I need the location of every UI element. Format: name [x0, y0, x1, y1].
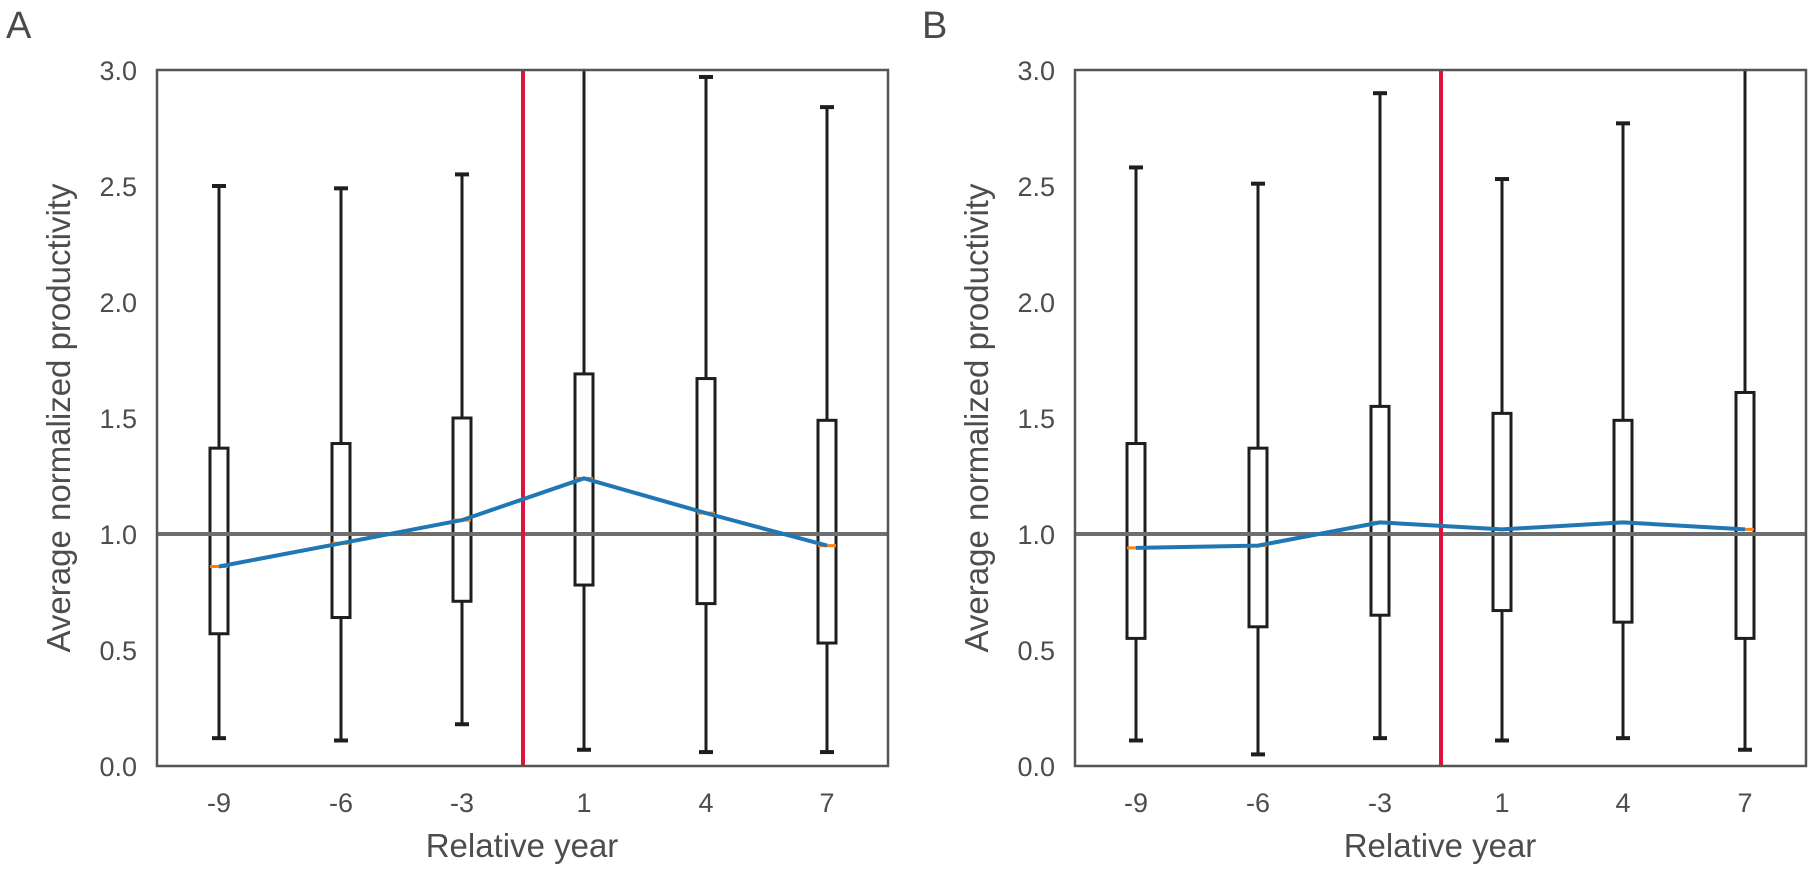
x-tick-label: 1	[1494, 788, 1509, 818]
panel-label: A	[6, 5, 32, 47]
y-tick-label: 0.0	[99, 752, 137, 782]
y-tick-label: 1.5	[1017, 404, 1055, 434]
x-tick-label: -6	[329, 788, 353, 818]
y-tick-label: 3.0	[99, 56, 137, 86]
box--3	[451, 172, 473, 727]
box-7	[816, 105, 838, 755]
box-1	[1491, 177, 1513, 743]
panel-a: A Average normalized productivity Relati…	[6, 5, 890, 864]
y-axis-title: Average normalized productivity	[958, 183, 995, 652]
y-tick-label: 2.5	[1017, 172, 1055, 202]
box-iqr	[1125, 442, 1147, 640]
x-axis-title: Relative year	[1344, 827, 1537, 864]
plot-content	[1075, 70, 1806, 766]
axes-frame	[1073, 68, 1808, 768]
panel-b: B Average normalized productivity Relati…	[922, 5, 1808, 864]
box-iqr	[816, 418, 838, 645]
y-tick-label: 2.5	[99, 172, 137, 202]
box--6	[330, 186, 352, 743]
x-tick-label: 4	[1615, 788, 1630, 818]
y-tick-label: 1.0	[99, 520, 137, 550]
box--9	[1125, 165, 1147, 743]
x-tick-label: -6	[1246, 788, 1270, 818]
box--9	[208, 184, 230, 741]
y-tick-label: 1.5	[99, 404, 137, 434]
box--3	[1369, 91, 1391, 741]
plot-area: 0.0 0.5 1.0 1.5 2.0 2.5 3.0 -9 -6 -3 1 4 7	[1017, 56, 1808, 818]
plot-content	[157, 70, 888, 766]
y-tick-label: 2.0	[99, 288, 137, 318]
median-trend-line	[1135, 520, 1746, 550]
box-iqr	[695, 377, 717, 606]
x-tick-label: 1	[576, 788, 591, 818]
panel-label: B	[922, 5, 947, 47]
y-tick-label: 0.5	[1017, 636, 1055, 666]
x-axis-title: Relative year	[426, 827, 619, 864]
y-axis-title: Average normalized productivity	[40, 183, 77, 652]
x-tick-label: -3	[450, 788, 474, 818]
box-1	[573, 70, 595, 752]
box-7	[1734, 70, 1756, 752]
y-tick-label: 2.0	[1017, 288, 1055, 318]
plot-area: 0.0 0.5 1.0 1.5 2.0 2.5 3.0 -9 -6 -3 1 4 7	[99, 56, 890, 818]
box--6	[1247, 181, 1269, 757]
x-tick-label: -9	[207, 788, 231, 818]
y-tick-label: 1.0	[1017, 520, 1055, 550]
y-tick-label: 0.5	[99, 636, 137, 666]
box-iqr	[1491, 411, 1513, 613]
box-iqr	[330, 442, 352, 620]
box-iqr	[208, 446, 230, 636]
box-iqr	[451, 416, 473, 603]
x-tick-label: 7	[819, 788, 834, 818]
box-iqr	[1734, 390, 1756, 640]
x-tick-label: 7	[1737, 788, 1752, 818]
box-4	[1612, 121, 1634, 741]
axes-frame	[155, 68, 890, 768]
box-iqr	[1247, 446, 1269, 629]
x-tick-label: -9	[1124, 788, 1148, 818]
x-tick-label: 4	[698, 788, 713, 818]
y-tick-label: 0.0	[1017, 752, 1055, 782]
box-4	[695, 74, 717, 755]
median-trend-line	[218, 476, 828, 569]
box-iqr	[1369, 404, 1391, 617]
x-tick-label: -3	[1368, 788, 1392, 818]
y-tick-label: 3.0	[1017, 56, 1055, 86]
